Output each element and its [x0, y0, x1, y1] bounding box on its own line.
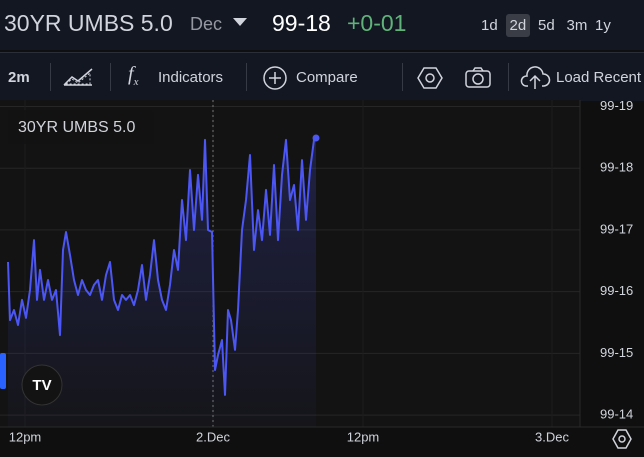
area-fill: [8, 138, 316, 427]
load-recent-button[interactable]: Load Recent: [556, 69, 642, 86]
x-tick-label: 12pm: [347, 429, 380, 444]
change: +0-01: [347, 10, 407, 36]
logo-mark: TV: [32, 377, 51, 394]
chart-type-icon[interactable]: [62, 65, 94, 89]
range-button[interactable]: 1d: [481, 17, 498, 34]
contract[interactable]: Dec: [190, 14, 223, 34]
range-button[interactable]: 1y: [595, 17, 611, 34]
logo[interactable]: [21, 364, 63, 406]
interval[interactable]: 2m: [8, 69, 30, 86]
y-tick-label: 99-18: [600, 160, 633, 175]
axis-settings-icon[interactable]: [612, 429, 632, 449]
legend-background: [8, 110, 154, 144]
y-tick-label: 99-16: [600, 283, 633, 298]
header: 30YR UMBS 5.0 Dec 99-18 +0-01 1d 2d 5d 3m 1y: [0, 0, 644, 50]
side-handle[interactable]: [0, 353, 6, 389]
price-line: [7, 137, 317, 396]
compare-button[interactable]: Compare: [296, 69, 358, 86]
range-button[interactable]: 3m: [566, 17, 588, 34]
y-tick-label: 99-17: [600, 221, 633, 236]
indicators-button[interactable]: Indicators: [158, 69, 224, 86]
chart: 30YR UMBS 5.0 TV 99-14 99-15 99-16 99-17 99-…: [0, 100, 644, 449]
dropdown-caret[interactable]: [232, 17, 248, 27]
indicators-icon[interactable]: fx: [128, 63, 139, 88]
range-button[interactable]: 5d: [538, 17, 555, 34]
y-tick-label: 99-19: [600, 100, 633, 113]
last-point: [312, 134, 320, 142]
y-tick-label: 99-15: [600, 345, 633, 360]
chart-title: 30YR UMBS 5.0: [18, 119, 135, 136]
symbol[interactable]: 30YR UMBS 5.0: [4, 10, 173, 36]
x-tick-label: 3.Dec: [535, 429, 569, 444]
price: 99-18: [272, 10, 331, 36]
load-recent-icon[interactable]: [520, 65, 552, 91]
y-tick-label: 99-14: [600, 407, 633, 422]
x-tick-label: 12pm: [9, 429, 42, 444]
settings-icon[interactable]: [417, 65, 443, 91]
compare-icon[interactable]: [262, 65, 288, 91]
range-button[interactable]: 2d: [505, 14, 531, 37]
snapshot-icon[interactable]: [464, 66, 492, 90]
toolbar: 2m fx Indicators Compare Load Recent: [0, 52, 644, 101]
x-tick-label: 2.Dec: [196, 429, 230, 444]
